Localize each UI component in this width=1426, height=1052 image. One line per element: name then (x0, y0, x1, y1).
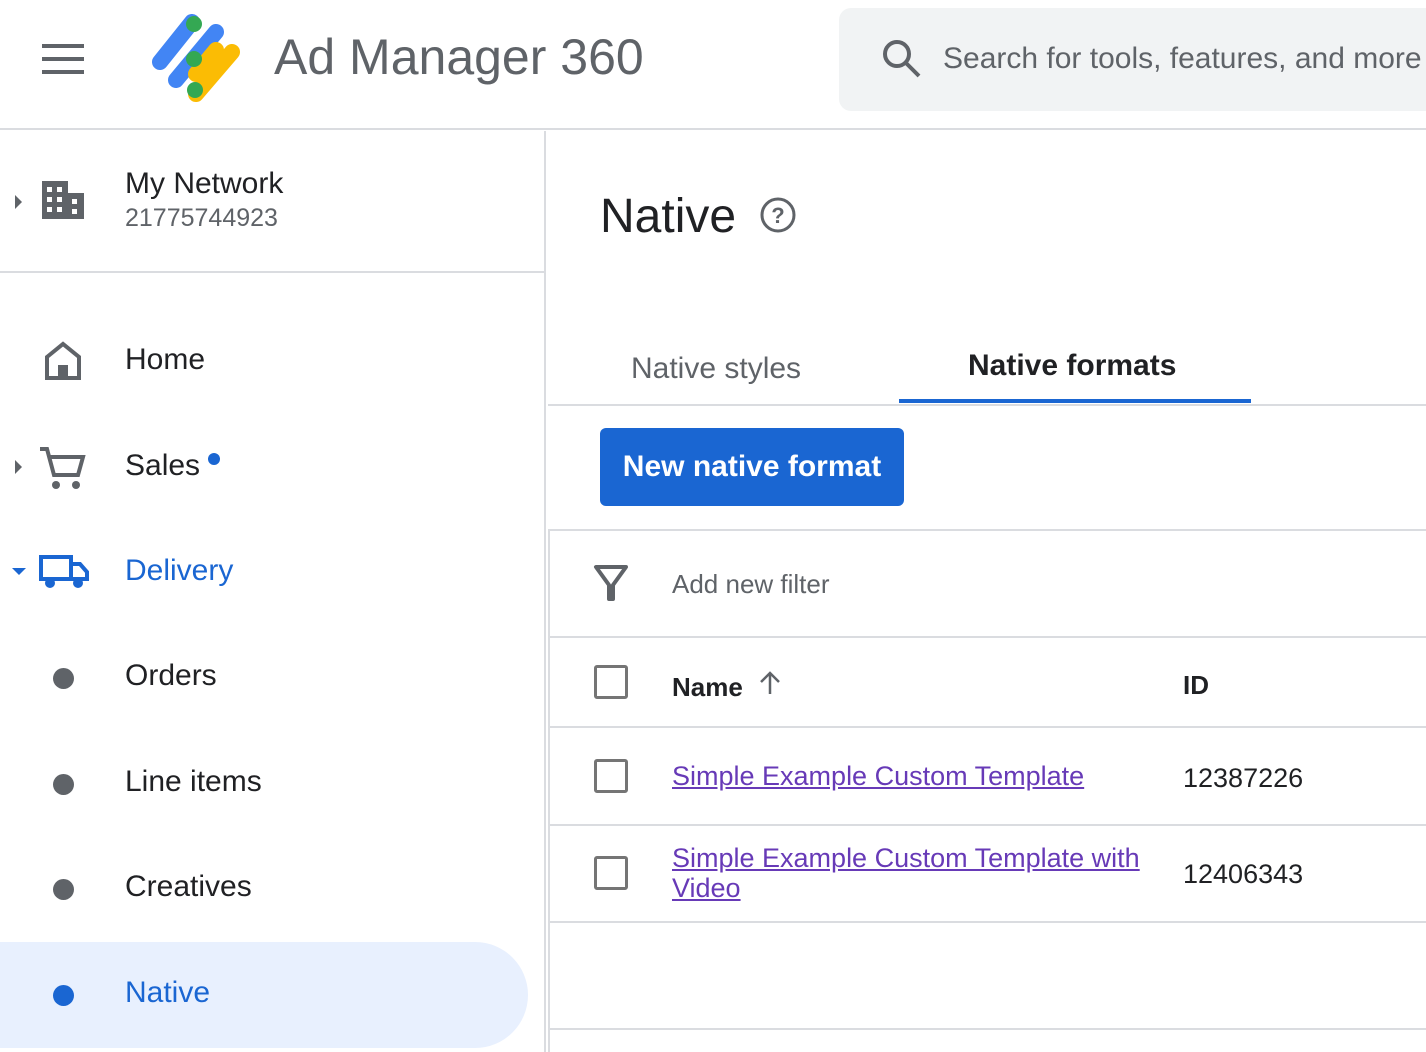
table-header: Name ID (548, 638, 1426, 726)
menu-icon[interactable] (42, 44, 84, 74)
tab-native-formats[interactable]: Native formats (968, 349, 1177, 382)
row-checkbox[interactable] (594, 759, 628, 793)
format-name-link[interactable]: Simple Example Custom Template with Vide… (672, 843, 1140, 903)
svg-text:?: ? (771, 203, 784, 228)
format-id: 12406343 (1183, 859, 1304, 889)
network-selector[interactable]: My Network 21775744923 (0, 131, 546, 273)
arrow-up-icon[interactable] (758, 670, 782, 696)
sidebar-item-label: Home (125, 343, 206, 376)
ad-manager-logo (152, 14, 240, 102)
sidebar-item-label: Native (125, 976, 211, 1009)
page-title: Native (600, 190, 737, 243)
column-header-id: ID (1183, 670, 1209, 700)
sidebar-item-label: Orders (125, 659, 217, 692)
table-border (548, 529, 550, 1052)
divider (548, 1028, 1426, 1030)
sidebar-item-sales[interactable]: Sales (0, 415, 528, 521)
sidebar-item-line-items[interactable]: Line items (0, 731, 528, 837)
sidebar-item-label: Line items (125, 765, 262, 798)
table-row: Simple Example Custom Template 12387226 (548, 728, 1426, 824)
column-header-name[interactable]: Name (672, 672, 743, 702)
sidebar-item-delivery[interactable]: Delivery (0, 520, 528, 626)
bullet-icon (53, 985, 74, 1006)
format-id: 12387226 (1183, 763, 1304, 793)
sidebar-item-orders[interactable]: Orders (0, 625, 528, 731)
building-icon (42, 181, 84, 219)
search-bar[interactable]: Search for tools, features, and more (839, 8, 1426, 111)
filter-icon (594, 565, 628, 601)
bullet-icon (53, 879, 74, 900)
sidebar-item-label: Sales (125, 449, 201, 482)
sidebar-item-label: Creatives (125, 870, 252, 903)
divider (548, 529, 1426, 531)
filter-bar[interactable]: Add new filter (548, 531, 1426, 637)
divider (548, 921, 1426, 923)
search-placeholder: Search for tools, features, and more (943, 42, 1422, 75)
table-row: Simple Example Custom Template with Vide… (548, 826, 1426, 921)
bullet-icon (53, 668, 74, 689)
divider (548, 636, 1426, 638)
sidebar-item-native[interactable]: Native (0, 942, 528, 1048)
caret-down-icon (12, 568, 26, 575)
divider (548, 726, 1426, 728)
truck-icon (39, 555, 89, 588)
top-bar: Ad Manager 360 Search for tools, feature… (0, 0, 1426, 130)
caret-right-icon (15, 460, 22, 474)
filter-placeholder: Add new filter (672, 569, 830, 599)
divider (548, 824, 1426, 826)
sidebar-item-label: Delivery (125, 554, 234, 587)
sidebar-item-creatives[interactable]: Creatives (0, 836, 528, 942)
new-native-format-button[interactable]: New native format (600, 428, 904, 506)
tab-native-styles[interactable]: Native styles (631, 352, 802, 385)
app-title: Ad Manager 360 (274, 29, 644, 85)
network-name: My Network (125, 167, 284, 200)
search-icon (883, 40, 921, 78)
bullet-icon (53, 774, 74, 795)
sidebar: My Network 21775744923 Home Sales Delive… (0, 131, 546, 1052)
caret-right-icon (15, 195, 22, 209)
network-id: 21775744923 (125, 204, 278, 232)
notification-badge (208, 453, 220, 465)
cart-icon (40, 447, 86, 489)
main-content: Native ? Native styles Native formats Ne… (548, 131, 1426, 1052)
active-tab-indicator (899, 399, 1251, 403)
format-name-link[interactable]: Simple Example Custom Template (672, 761, 1085, 791)
select-all-checkbox[interactable] (594, 665, 628, 699)
divider (548, 404, 1426, 406)
row-checkbox[interactable] (594, 856, 628, 890)
help-icon[interactable]: ? (758, 195, 798, 235)
sidebar-item-home[interactable]: Home (0, 309, 528, 415)
home-icon (45, 341, 81, 380)
